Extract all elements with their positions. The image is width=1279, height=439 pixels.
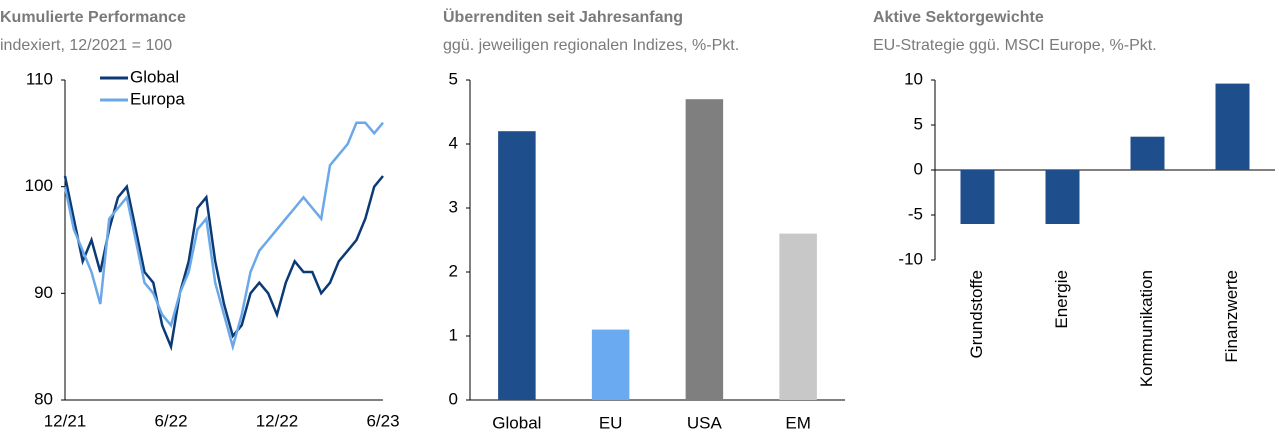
y-tick-label: -10: [898, 249, 923, 268]
bar: [685, 99, 724, 400]
y-tick-label: 1: [449, 325, 458, 344]
line-series: [63, 121, 384, 352]
bar: [779, 233, 817, 400]
x-tick-label: 6/22: [154, 411, 187, 430]
y-tick-label: 5: [914, 114, 923, 133]
bar: [1215, 83, 1250, 170]
x-tick-label: Kommunikation: [1137, 270, 1156, 387]
y-tick-label: 100: [25, 176, 53, 195]
legend-label: Global: [130, 67, 179, 86]
x-tick-label: 12/22: [256, 411, 299, 430]
chart-title: Kumulierte Performance: [0, 9, 186, 26]
chart-title: Aktive Sektorgewichte: [873, 9, 1044, 26]
bar: [498, 131, 536, 400]
chart-subtitle: EU-Strategie ggü. MSCI Europe, %-Pkt.: [873, 37, 1157, 54]
bar: [591, 329, 630, 400]
y-tick-label: -5: [908, 204, 923, 223]
legend-label: Europa: [130, 89, 185, 108]
bar: [960, 170, 995, 224]
x-tick-label: 6/23: [366, 411, 399, 430]
y-tick-label: 0: [449, 389, 458, 408]
x-tick-label: 12/21: [44, 411, 87, 430]
chart-title: Überrenditen seit Jahresanfang: [443, 7, 683, 26]
y-tick-label: 90: [34, 283, 53, 302]
y-tick-label: 2: [449, 261, 458, 280]
y-tick-label: 4: [449, 133, 458, 152]
chart-subtitle: ggü. jeweiligen regionalen Indizes, %-Pk…: [443, 37, 739, 54]
x-tick-label: EU: [599, 413, 623, 432]
y-tick-label: 10: [904, 69, 923, 88]
x-tick-label: Global: [492, 413, 541, 432]
x-tick-label: Finanzwerte: [1222, 270, 1241, 363]
x-tick-label: Energie: [1052, 270, 1071, 329]
x-tick-label: Grundstoffe: [967, 270, 986, 359]
line-series: [63, 175, 384, 352]
y-tick-label: 3: [449, 197, 458, 216]
bar: [1045, 170, 1080, 224]
chart-subtitle: indexiert, 12/2021 = 100: [0, 37, 172, 54]
x-tick-label: EM: [785, 413, 811, 432]
bar: [1130, 136, 1165, 170]
y-tick-label: 0: [914, 159, 923, 178]
y-tick-label: 110: [26, 69, 53, 88]
y-tick-label: 80: [34, 389, 53, 408]
x-tick-label: USA: [687, 413, 723, 432]
y-tick-label: 5: [449, 69, 458, 88]
